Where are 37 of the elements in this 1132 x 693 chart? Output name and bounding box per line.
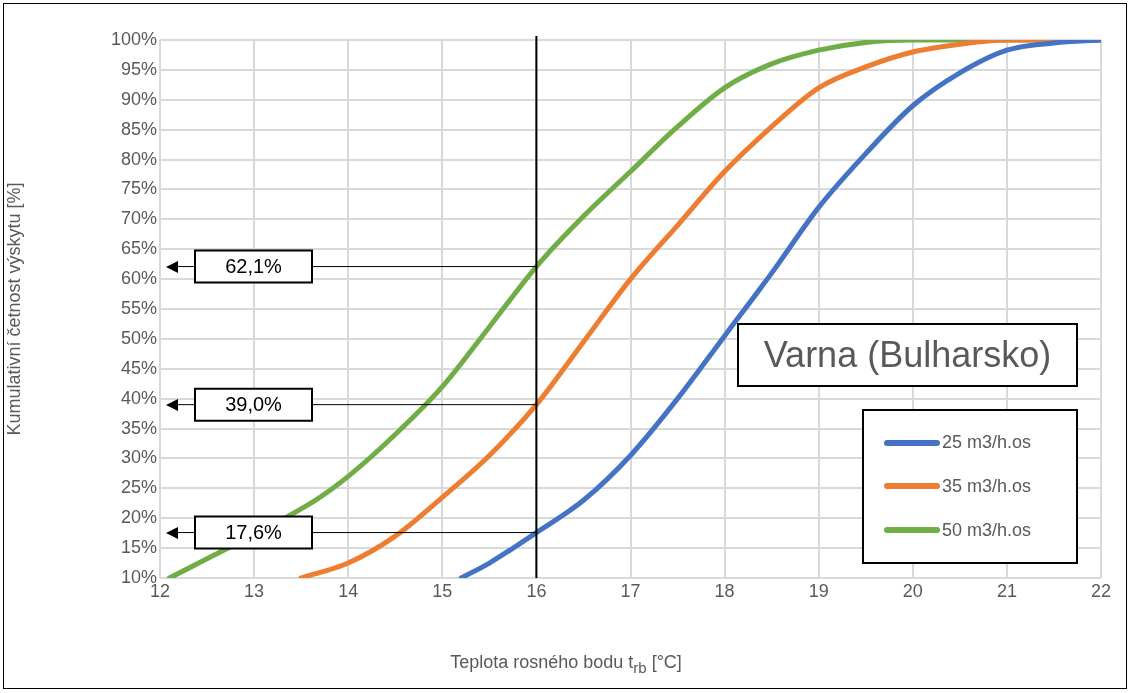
x-tick-label: 17 <box>620 580 641 601</box>
y-tick-label: 50% <box>120 327 157 348</box>
y-tick-label: 55% <box>120 297 157 318</box>
y-tick-label: 100% <box>110 28 157 49</box>
text: Varna (Bulharsko) <box>737 323 1078 387</box>
x-tick-label: 15 <box>432 580 453 601</box>
y-tick-label: 40% <box>120 387 157 408</box>
x-tick-label: 18 <box>714 580 735 601</box>
ref-line-label: 39,0% <box>225 393 283 416</box>
ref-line-label: 62,1% <box>225 255 283 278</box>
y-tick-label: 15% <box>120 537 157 558</box>
y-tick-label: 45% <box>120 357 157 378</box>
x-axis-title: Teplota rosného bodu t$_{rb}$ [°C] <box>449 652 683 676</box>
y-tick-label: 95% <box>120 58 157 79</box>
y-tick-label: 75% <box>120 178 157 199</box>
x-tick-label: 22 <box>1090 580 1112 601</box>
y-tick-label: 90% <box>120 88 157 109</box>
y-tick-label: 70% <box>120 208 157 229</box>
y-tick-label: 35% <box>120 417 157 438</box>
x-tick-label: 16 <box>526 580 547 601</box>
y-axis-title: Kumulativní četnost výskytu [%] <box>3 182 24 436</box>
y-tick-label: 80% <box>120 148 157 169</box>
y-tick-label: 85% <box>120 118 157 139</box>
x-tick-label: 21 <box>996 580 1017 601</box>
x-tick-label: 13 <box>244 580 265 601</box>
y-tick-label: 25% <box>120 477 157 498</box>
y-tick-label: 20% <box>120 507 157 528</box>
x-tick-label: 14 <box>338 580 359 601</box>
ref-line-label: 17,6% <box>225 521 283 544</box>
y-tick-label: 65% <box>120 238 157 259</box>
x-tick-label: 20 <box>902 580 923 601</box>
legend-label: 35 m3/h.os <box>942 475 1032 497</box>
y-tick-label: 60% <box>120 268 157 289</box>
legend-label: 25 m3/h.os <box>942 432 1032 454</box>
y-tick-label: 30% <box>120 447 157 468</box>
x-tick-label: 19 <box>808 580 829 601</box>
legend-label: 50 m3/h.os <box>942 519 1032 541</box>
